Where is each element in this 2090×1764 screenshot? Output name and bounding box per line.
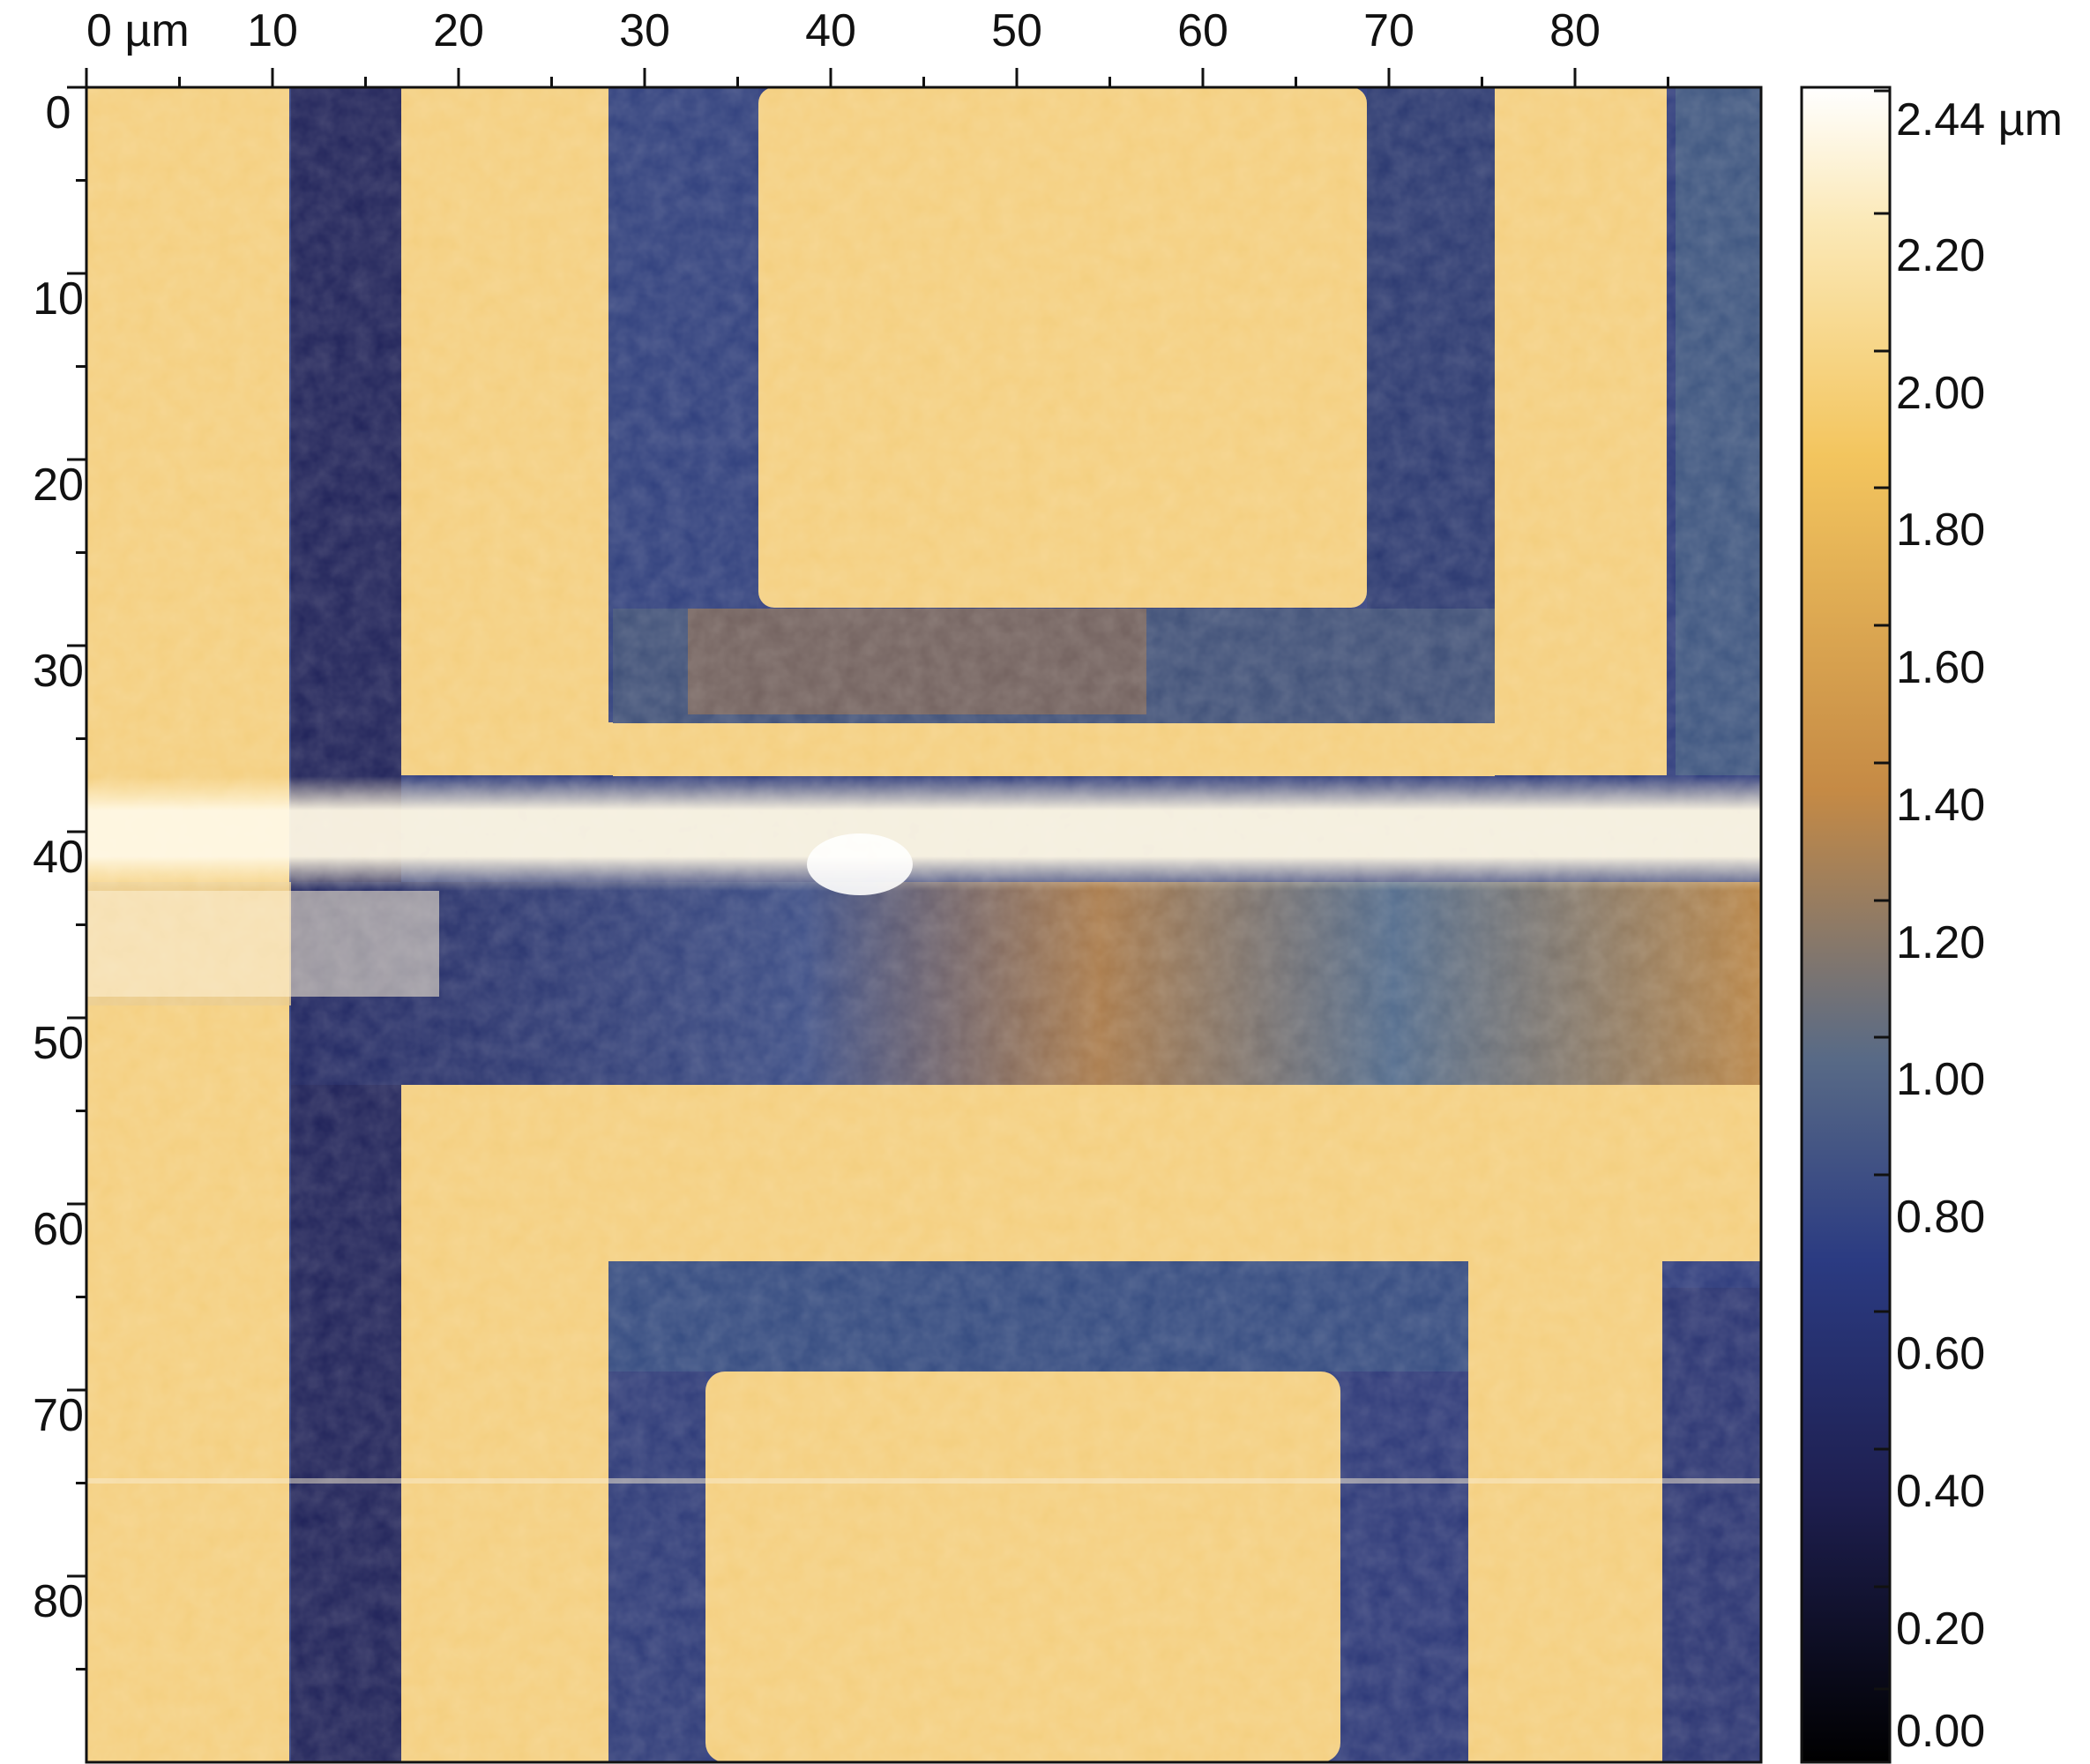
x-tick-label: 40 [805,5,856,56]
colorbar-label: 1.60 [1896,642,1985,693]
y-tick-label: 50 [33,1018,84,1069]
y-tick-label: 30 [33,646,84,697]
x-tick-label: 60 [1177,5,1228,56]
colorbar-label: 1.00 [1896,1054,1985,1105]
surface-texture [86,87,1761,1762]
colorbar-label: 1.40 [1896,780,1985,831]
y-tick-label: 40 [33,832,84,883]
y-tick-label: 70 [33,1390,84,1441]
colorbar-label: 2.44 µm [1896,94,2063,146]
x-tick-label: 50 [991,5,1042,56]
x-tick-label: 0 µm [86,5,190,56]
y-tick-label: 80 [33,1576,84,1627]
x-tick-label: 30 [619,5,670,56]
colorbar-label: 2.20 [1896,230,1985,281]
y-tick-label: 10 [33,273,84,325]
colorbar-label: 0.40 [1896,1466,1985,1517]
x-tick-label: 20 [433,5,484,56]
y-tick-label: 60 [33,1204,84,1255]
colorbar-label: 2.00 [1896,368,1985,419]
y-tick-label: 20 [33,460,84,511]
colorbar-label: 1.80 [1896,505,1985,556]
y-tick-label: 0 [46,87,71,138]
y-axis: 0 10 20 30 40 50 60 70 80 [33,86,88,1762]
colorbar-label: 0.00 [1896,1706,1985,1757]
colorbar-gradient [1800,86,1892,1764]
x-tick-label: 70 [1363,5,1414,56]
x-axis: 0 µm 10 20 30 40 50 60 70 80 [85,5,1761,89]
x-tick-label: 80 [1549,5,1601,56]
colorbar-label: 0.20 [1896,1603,1985,1655]
x-tick-label: 10 [247,5,298,56]
afm-height-map [86,87,1761,1762]
colorbar-label: 1.20 [1896,917,1985,968]
height-colorbar: 2.44 µm 2.20 2.00 1.80 1.60 1.40 1.20 1.00 0.80 0… [1800,86,2063,1764]
colorbar-label: 0.80 [1896,1192,1985,1243]
colorbar-label: 0.60 [1896,1328,1985,1379]
